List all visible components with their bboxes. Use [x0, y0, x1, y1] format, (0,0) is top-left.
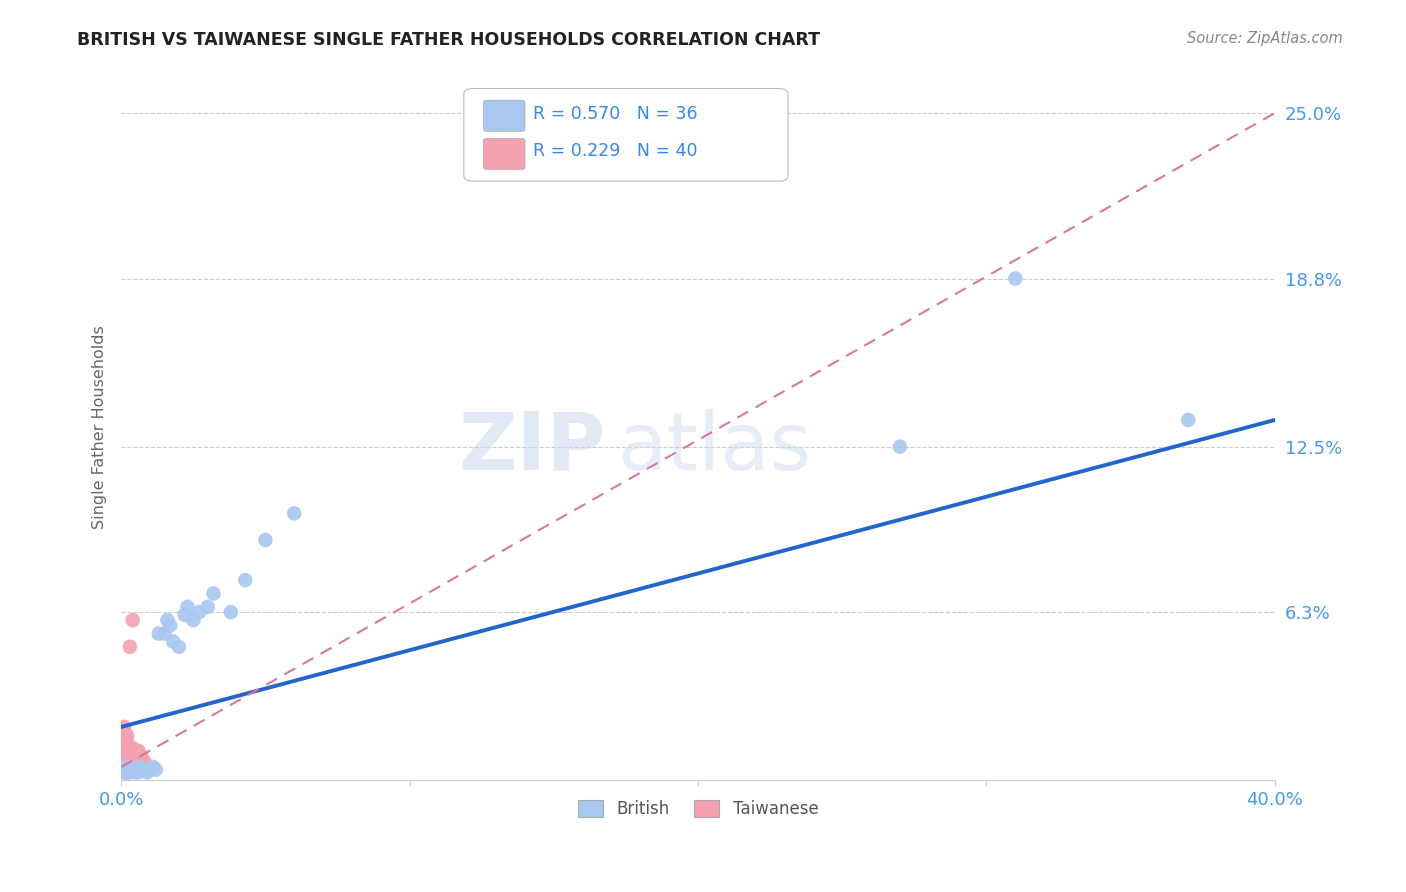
- Legend: British, Taiwanese: British, Taiwanese: [571, 794, 825, 825]
- Point: [136, 765, 159, 780]
- Point: [118, 765, 141, 780]
- Point: [112, 731, 135, 745]
- Point: [112, 741, 135, 756]
- Point: [159, 618, 181, 632]
- Text: ZIP: ZIP: [458, 409, 606, 487]
- Point: [176, 599, 198, 614]
- Text: R = 0.229   N = 40: R = 0.229 N = 40: [533, 142, 697, 161]
- Point: [153, 626, 176, 640]
- Point: [118, 757, 141, 772]
- Point: [112, 747, 135, 761]
- Point: [112, 763, 135, 777]
- Point: [115, 739, 138, 753]
- Point: [128, 760, 150, 774]
- Point: [173, 607, 195, 622]
- Point: [121, 757, 143, 772]
- Point: [115, 760, 138, 774]
- Point: [128, 760, 150, 774]
- Point: [124, 760, 146, 774]
- Point: [112, 763, 135, 777]
- Point: [219, 605, 242, 619]
- Point: [181, 613, 204, 627]
- Point: [118, 763, 141, 777]
- Point: [112, 765, 135, 780]
- Point: [188, 605, 211, 619]
- Point: [118, 741, 141, 756]
- Point: [233, 573, 256, 587]
- Point: [121, 613, 143, 627]
- Point: [167, 640, 190, 654]
- Point: [128, 765, 150, 780]
- Point: [118, 747, 141, 761]
- Point: [115, 765, 138, 780]
- Point: [283, 507, 305, 521]
- Point: [112, 760, 135, 774]
- Point: [118, 763, 141, 777]
- Point: [162, 634, 184, 648]
- Point: [115, 755, 138, 769]
- Point: [131, 749, 153, 764]
- Point: [115, 733, 138, 747]
- Point: [115, 765, 138, 780]
- Point: [112, 765, 135, 780]
- Text: Source: ZipAtlas.com: Source: ZipAtlas.com: [1187, 31, 1343, 46]
- Text: R = 0.570   N = 36: R = 0.570 N = 36: [533, 104, 697, 123]
- Point: [197, 599, 219, 614]
- Point: [142, 760, 165, 774]
- Point: [254, 533, 277, 547]
- Text: BRITISH VS TAIWANESE SINGLE FATHER HOUSEHOLDS CORRELATION CHART: BRITISH VS TAIWANESE SINGLE FATHER HOUSE…: [77, 31, 820, 49]
- Point: [115, 749, 138, 764]
- Point: [121, 752, 143, 766]
- Point: [115, 728, 138, 742]
- Point: [124, 744, 146, 758]
- Point: [128, 744, 150, 758]
- FancyBboxPatch shape: [484, 100, 524, 131]
- Point: [889, 440, 911, 454]
- Point: [156, 613, 179, 627]
- Point: [134, 763, 156, 777]
- Point: [145, 763, 167, 777]
- FancyBboxPatch shape: [484, 138, 524, 169]
- Point: [124, 763, 146, 777]
- Point: [1177, 413, 1199, 427]
- Point: [112, 720, 135, 734]
- Point: [121, 763, 143, 777]
- Point: [112, 757, 135, 772]
- Point: [115, 760, 138, 774]
- Point: [131, 757, 153, 772]
- Point: [1004, 271, 1026, 285]
- Point: [131, 763, 153, 777]
- Point: [112, 752, 135, 766]
- Y-axis label: Single Father Households: Single Father Households: [93, 325, 107, 529]
- Point: [202, 586, 225, 600]
- Point: [112, 755, 135, 769]
- Point: [124, 752, 146, 766]
- Point: [115, 744, 138, 758]
- Point: [121, 741, 143, 756]
- Point: [148, 626, 170, 640]
- Point: [134, 755, 156, 769]
- Point: [112, 736, 135, 750]
- Point: [139, 763, 162, 777]
- Point: [121, 763, 143, 777]
- Point: [118, 640, 141, 654]
- FancyBboxPatch shape: [464, 88, 787, 181]
- Point: [124, 765, 146, 780]
- Point: [128, 752, 150, 766]
- Point: [118, 752, 141, 766]
- Text: atlas: atlas: [617, 409, 811, 487]
- Point: [112, 725, 135, 739]
